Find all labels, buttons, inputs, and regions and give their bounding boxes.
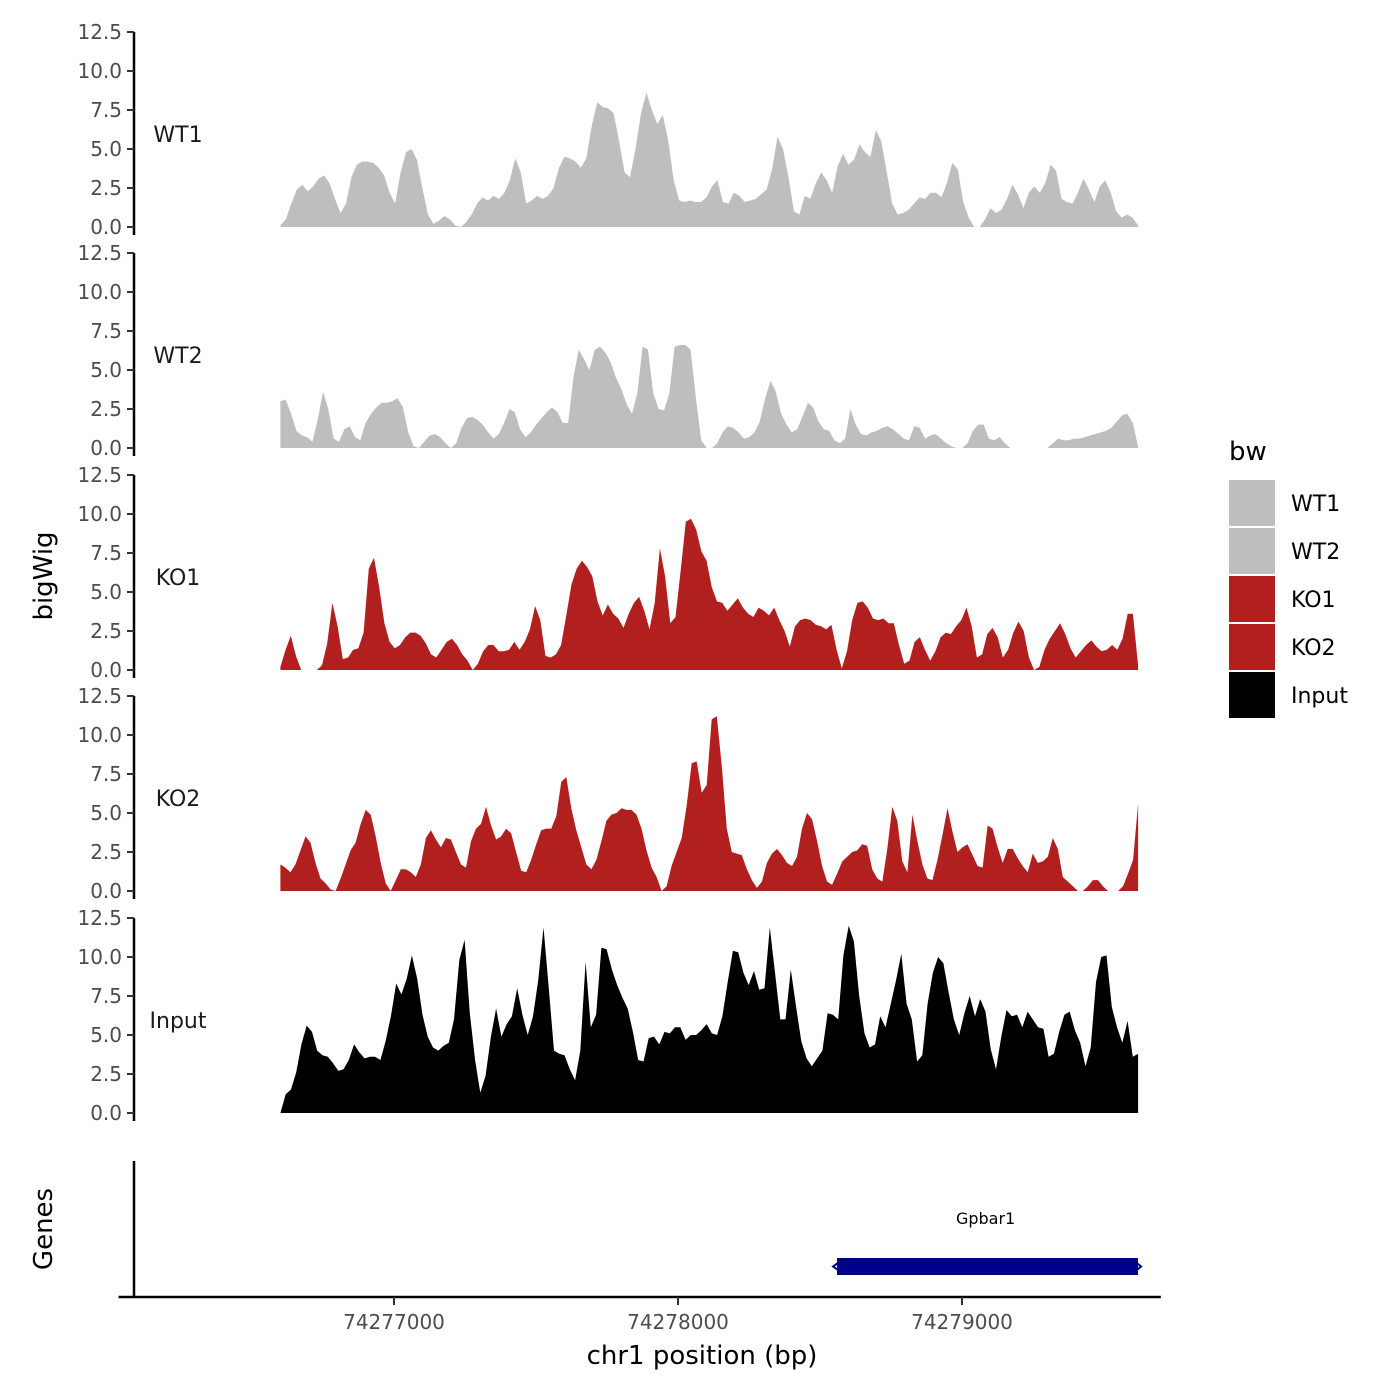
legend-item-ko2: KO2 [1229, 624, 1336, 670]
y-tick-label: 7.5 [90, 762, 122, 786]
y-tick-label: 10.0 [77, 502, 122, 526]
gene-label: Gpbar1 [956, 1209, 1015, 1228]
y-tick-label: 10.0 [77, 723, 122, 747]
y-tick-label: 5.0 [90, 358, 122, 382]
x-tick-label: 74279000 [911, 1310, 1013, 1334]
track-ko1: 0.0 2.5 5.0 7.5 10.0 12.5 KO1 [77, 463, 1139, 682]
y-tick-label: 2.5 [90, 619, 122, 643]
legend-label: WT1 [1291, 492, 1340, 517]
x-tick-label: 74278000 [627, 1310, 729, 1334]
legend-label: KO2 [1291, 636, 1336, 661]
track-label: WT1 [153, 123, 202, 148]
y-tick-label: 7.5 [90, 984, 122, 1008]
legend-swatch [1229, 672, 1275, 718]
y-tick-label: 10.0 [77, 59, 122, 83]
y-tick-label: 0.0 [90, 436, 122, 460]
y-tick-label: 5.0 [90, 137, 122, 161]
track-label: KO2 [156, 787, 201, 812]
y-tick-label: 0.0 [90, 1101, 122, 1125]
y-tick-label: 2.5 [90, 176, 122, 200]
y-axis-title: bigWig [29, 531, 59, 620]
gene-gpbar1: Gpbar1 [831, 1209, 1143, 1275]
x-axis: 74277000 74278000 74279000 [118, 1295, 1161, 1334]
y-tick-label: 12.5 [77, 20, 122, 44]
coverage-area-wt2 [280, 345, 1139, 448]
y-tick-label: 5.0 [90, 580, 122, 604]
y-tick-label: 0.0 [90, 215, 122, 239]
track-label: KO1 [156, 566, 201, 591]
x-tick-label: 74277000 [343, 1310, 445, 1334]
legend-swatch [1229, 528, 1275, 574]
y-tick-label: 5.0 [90, 801, 122, 825]
track-wt2: 0.0 2.5 5.0 7.5 10.0 12.5 WT2 [77, 241, 1139, 460]
legend-label: Input [1291, 684, 1348, 709]
track-label: WT2 [153, 344, 202, 369]
track-ko2: 0.0 2.5 5.0 7.5 10.0 12.5 KO2 [77, 684, 1139, 903]
y-tick-label: 7.5 [90, 98, 122, 122]
legend-item-wt1: WT1 [1229, 480, 1340, 526]
strand-arrow [831, 1260, 841, 1273]
y-tick-label: 5.0 [90, 1023, 122, 1047]
legend: bw WT1 WT2 KO1 KO2 Input [1229, 437, 1348, 718]
y-tick-label: 12.5 [77, 463, 122, 487]
y-tick-label: 2.5 [90, 397, 122, 421]
coverage-tracks: 0.0 2.5 5.0 7.5 10.0 12.5 WT1 0.0 2.5 5.0 7.5 10.0 1… [77, 20, 1139, 1125]
y-tick-label: 7.5 [90, 319, 122, 343]
legend-item-wt2: WT2 [1229, 528, 1340, 574]
y-tick-label: 12.5 [77, 241, 122, 265]
genes-axis-title: Genes [29, 1188, 59, 1270]
y-tick-label: 10.0 [77, 945, 122, 969]
legend-item-ko1: KO1 [1229, 576, 1336, 622]
gene-track: Gpbar1 [132, 1161, 1143, 1297]
y-tick-label: 12.5 [77, 906, 122, 930]
coverage-area-input [280, 925, 1139, 1113]
y-tick-label: 2.5 [90, 1062, 122, 1086]
legend-swatch [1229, 624, 1275, 670]
gene-body [837, 1258, 1138, 1275]
y-tick-label: 2.5 [90, 840, 122, 864]
legend-label: WT2 [1291, 540, 1340, 565]
track-input: 0.0 2.5 5.0 7.5 10.0 12.5 Input [77, 906, 1139, 1125]
legend-swatch [1229, 480, 1275, 526]
y-tick-label: 7.5 [90, 541, 122, 565]
coverage-area-wt1 [280, 92, 1139, 227]
track-wt1: 0.0 2.5 5.0 7.5 10.0 12.5 WT1 [77, 20, 1139, 239]
x-axis-title: chr1 position (bp) [587, 1341, 818, 1371]
legend-title: bw [1229, 437, 1267, 467]
y-tick-label: 12.5 [77, 684, 122, 708]
legend-label: KO1 [1291, 588, 1336, 613]
y-tick-label: 0.0 [90, 658, 122, 682]
coverage-area-ko1 [280, 518, 1139, 670]
coverage-area-ko2 [280, 716, 1139, 891]
y-tick-label: 10.0 [77, 280, 122, 304]
legend-swatch [1229, 576, 1275, 622]
legend-item-input: Input [1229, 672, 1348, 718]
y-tick-label: 0.0 [90, 879, 122, 903]
track-label: Input [150, 1009, 207, 1034]
strand-arrow [1135, 1261, 1143, 1272]
